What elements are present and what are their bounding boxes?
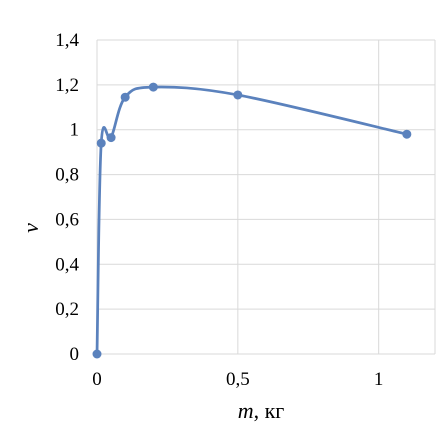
series-line <box>95 85 409 356</box>
y-tick-label: 0,4 <box>55 254 79 275</box>
data-point <box>148 82 158 92</box>
gridlines <box>96 39 436 355</box>
y-tick-label: 0,2 <box>55 299 79 320</box>
x-axis-title: m, кг <box>238 398 285 423</box>
y-tick-label: 0,8 <box>55 165 79 186</box>
data-point <box>96 138 106 148</box>
x-tick-label: 0 <box>92 369 102 390</box>
data-point <box>402 129 412 139</box>
x-tick-label: 1 <box>374 369 384 390</box>
y-tick-label: 1,2 <box>55 75 79 96</box>
y-tick-label: 0 <box>70 344 80 365</box>
y-axis-ticks: 0 0,2 0,4 0,6 0,8 1 1,2 1,4 <box>55 30 79 365</box>
y-axis-title: ν <box>18 223 43 233</box>
data-point <box>120 92 130 102</box>
y-tick-label: 1,4 <box>55 30 79 51</box>
data-point <box>92 349 102 359</box>
series-group <box>92 82 412 359</box>
data-point <box>106 133 116 143</box>
y-tick-label: 0,6 <box>55 209 79 230</box>
x-tick-label: 0,5 <box>226 369 250 390</box>
x-axis-title-var: m <box>238 398 254 423</box>
data-point <box>233 90 243 100</box>
x-axis-title-unit: , кг <box>254 398 285 423</box>
y-tick-label: 1 <box>70 120 80 141</box>
x-axis-ticks: 0 0,5 1 <box>92 369 383 390</box>
